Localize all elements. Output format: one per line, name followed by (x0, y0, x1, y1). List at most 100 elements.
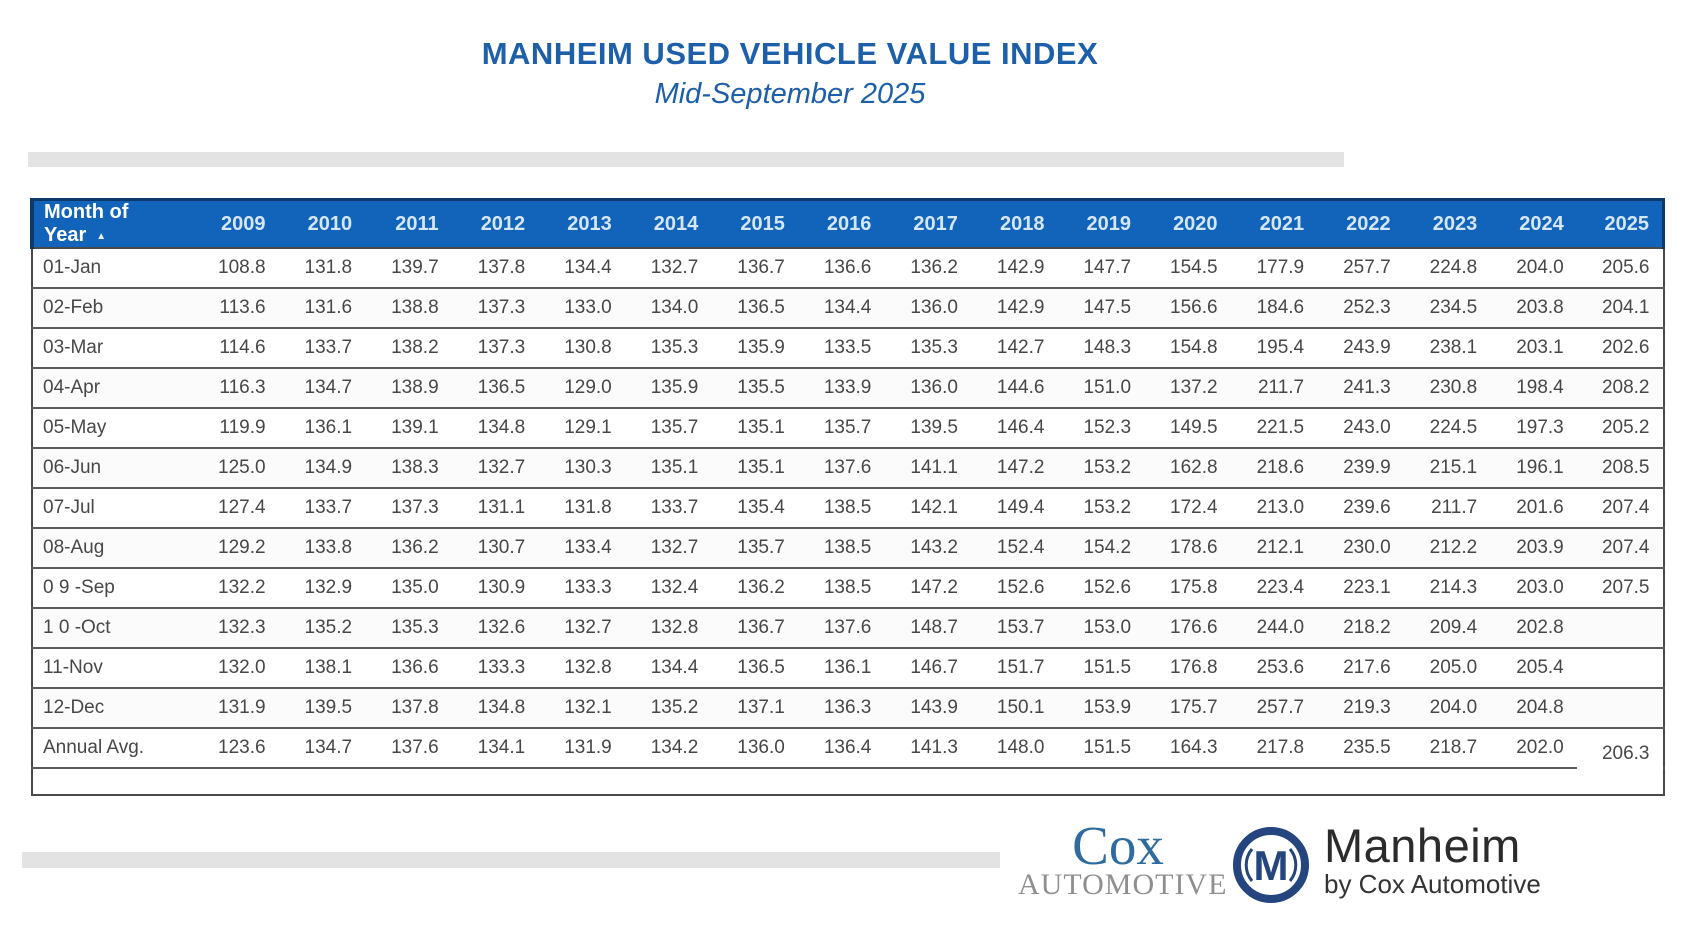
value-cell: 153.7 (970, 608, 1058, 649)
value-cell: 243.0 (1317, 408, 1404, 449)
value-cell: 239.9 (1317, 448, 1404, 489)
value-cell: 164.3 (1144, 728, 1231, 769)
value-cell: 135.7 (797, 408, 885, 449)
table-row: 08-Aug 129.2 133.8 136.2 130.7 133.4 132.7 135.… (32, 528, 1664, 569)
value-cell: 130.7 (451, 528, 539, 569)
value-cell: 137.3 (451, 328, 539, 369)
manheim-tagline-label: by Cox Automotive (1324, 869, 1541, 899)
column-header-year-2015[interactable]: 2015 (711, 198, 798, 249)
value-cell: 132.3 (192, 608, 279, 649)
table-row: 07-Jul 127.4 133.7 137.3 131.1 131.8 133.7 135.… (32, 488, 1664, 529)
row-label-cell: 03-Mar (32, 328, 192, 369)
value-cell: 134.4 (797, 288, 885, 329)
value-cell: 152.6 (970, 568, 1058, 609)
value-cell: 197.3 (1490, 408, 1577, 449)
value-cell: 132.0 (192, 648, 279, 689)
value-cell: 138.3 (365, 448, 452, 489)
value-cell: 146.7 (884, 648, 971, 689)
value-cell: 257.7 (1317, 248, 1404, 289)
value-cell: 207.4 (1576, 488, 1664, 529)
value-cell: 136.7 (711, 608, 798, 649)
column-header-year-2019[interactable]: 2019 (1057, 198, 1145, 249)
value-cell: 137.3 (451, 288, 539, 329)
row-label-cell: 01-Jan (32, 248, 192, 289)
column-header-year-2017[interactable]: 2017 (884, 198, 971, 249)
column-header-year-2009[interactable]: 2009 (192, 198, 279, 249)
value-cell: 132.8 (538, 648, 625, 689)
table-row: Annual Avg. 123.6 134.7 137.6 134.1 131.9 134.… (32, 728, 1664, 775)
table-row: 1 0 -Oct 132.3 135.2 135.3 132.6 132.7 132.8 13… (32, 608, 1664, 649)
column-header-year-2023[interactable]: 2023 (1403, 198, 1491, 249)
value-cell: 135.1 (624, 448, 712, 489)
manheim-monogram-letter: M (1254, 842, 1289, 889)
value-cell: 252.3 (1317, 288, 1404, 329)
table-body: 01-Jan 108.8 131.8 139.7 137.8 134.4 132.7 136.… (32, 248, 1664, 795)
page-title: MANHEIM USED VEHICLE VALUE INDEX (481, 36, 1099, 71)
column-header-year-2016[interactable]: 2016 (797, 198, 885, 249)
value-cell: 234.5 (1403, 288, 1491, 329)
top-divider-bar (28, 152, 1344, 167)
value-cell: 139.7 (365, 248, 452, 289)
column-header-year-2024[interactable]: 2024 (1490, 198, 1577, 249)
table-row: 0 9 -Sep 132.2 132.9 135.0 130.9 133.3 132.4 13… (32, 568, 1664, 609)
value-cell: 148.0 (970, 728, 1058, 769)
value-cell: 153.2 (1057, 488, 1145, 529)
column-header-year-2013[interactable]: 2013 (538, 198, 625, 249)
column-header-year-2020[interactable]: 2020 (1144, 198, 1231, 249)
value-cell: 202.6 (1576, 328, 1664, 369)
value-cell: 138.8 (365, 288, 452, 329)
cox-logo-wordmark: Cox (1072, 815, 1164, 876)
value-cell: 135.1 (711, 448, 798, 489)
column-header-year-2025[interactable]: 2025 (1576, 198, 1665, 249)
column-header-year-2022[interactable]: 2022 (1317, 198, 1404, 249)
column-header-year-2014[interactable]: 2014 (624, 198, 712, 249)
value-cell: 149.4 (970, 488, 1058, 529)
value-cell: 152.6 (1057, 568, 1145, 609)
cox-logo-automotive-label: AUTOMOTIVE (1018, 868, 1228, 901)
value-cell: 135.7 (711, 528, 798, 569)
value-cell: 133.8 (278, 528, 366, 569)
value-cell: 150.1 (970, 688, 1058, 729)
value-cell: 151.5 (1057, 648, 1145, 689)
value-cell: 130.3 (538, 448, 625, 489)
value-cell: 151.5 (1057, 728, 1145, 769)
column-header-year-2011[interactable]: 2011 (365, 198, 452, 249)
column-header-month[interactable]: Month of Year ▲ (30, 198, 192, 249)
table-row: 03-Mar 114.6 133.7 138.2 137.3 130.8 135.3 135.… (32, 328, 1664, 369)
column-header-year-2012[interactable]: 2012 (451, 198, 539, 249)
value-cell: 139.5 (884, 408, 971, 449)
value-cell: 134.0 (624, 288, 712, 329)
value-cell: 224.5 (1403, 408, 1491, 449)
row-label-cell: 02-Feb (32, 288, 192, 329)
table-row: 12-Dec 131.9 139.5 137.8 134.8 132.1 135.2 137.… (32, 688, 1664, 729)
value-cell: 132.6 (451, 608, 539, 649)
value-cell: 136.0 (711, 728, 798, 769)
value-cell: 143.2 (884, 528, 971, 569)
value-cell: 208.5 (1576, 448, 1664, 489)
value-cell: 135.7 (624, 408, 712, 449)
value-cell: 133.3 (451, 648, 539, 689)
column-header-year-2010[interactable]: 2010 (278, 198, 366, 249)
value-cell: 131.9 (538, 728, 625, 769)
value-cell: 208.2 (1576, 368, 1664, 409)
value-cell: 204.0 (1403, 688, 1491, 729)
value-cell: 244.0 (1230, 608, 1318, 649)
value-cell: 132.7 (538, 608, 625, 649)
sort-ascending-icon: ▲ (96, 231, 107, 242)
value-cell: 133.4 (538, 528, 625, 569)
value-cell: 138.5 (797, 568, 885, 609)
value-cell: 141.1 (884, 448, 971, 489)
value-cell: 176.6 (1144, 608, 1231, 649)
column-header-year-2018[interactable]: 2018 (970, 198, 1058, 249)
value-cell: 132.7 (624, 248, 712, 289)
column-header-year-2021[interactable]: 2021 (1230, 198, 1318, 249)
value-cell: 198.4 (1490, 368, 1577, 409)
value-cell: 142.7 (970, 328, 1058, 369)
value-cell: 136.2 (711, 568, 798, 609)
value-cell: 136.6 (365, 648, 452, 689)
value-cell: 138.9 (365, 368, 452, 409)
table-row: 06-Jun 125.0 134.9 138.3 132.7 130.3 135.1 135.… (32, 448, 1664, 489)
value-cell: 135.9 (624, 368, 712, 409)
value-cell: 134.7 (278, 368, 366, 409)
value-cell: 175.8 (1144, 568, 1231, 609)
